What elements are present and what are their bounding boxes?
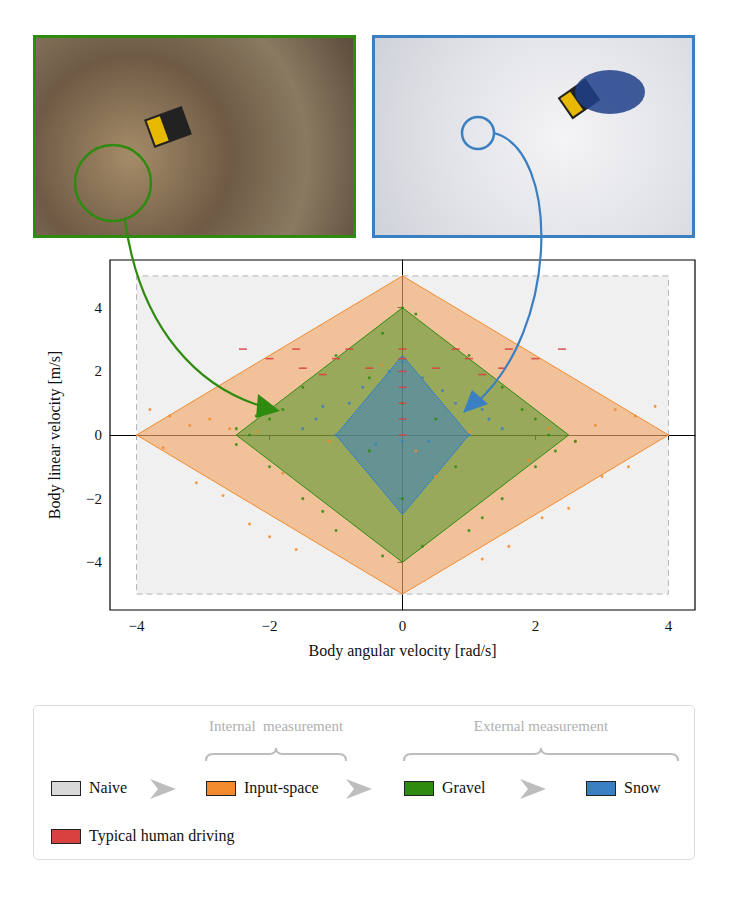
- html-text:Naive: Naive: [89, 779, 128, 796]
- svg-text:−2: −2: [262, 618, 278, 634]
- svg-text:0: 0: [399, 618, 407, 634]
- html-text:Snow: Snow: [624, 779, 661, 796]
- html-text:Gravel: Gravel: [442, 779, 486, 796]
- svg-text:−4: −4: [86, 554, 102, 570]
- html-text:External measurement: External measurement: [473, 718, 609, 734]
- svg-text:Body angular velocity [rad/s]: Body angular velocity [rad/s]: [309, 642, 497, 660]
- html-text:Input-space: Input-space: [244, 779, 319, 796]
- svg-text:2: 2: [532, 618, 540, 634]
- svg-text:2: 2: [95, 363, 103, 379]
- svg-text:−4: −4: [129, 618, 145, 634]
- svg-text:4: 4: [95, 300, 103, 316]
- svg-text:4: 4: [665, 618, 673, 634]
- svg-text:−2: −2: [86, 491, 102, 507]
- svg-text:Body linear velocity [m/s]: Body linear velocity [m/s]: [46, 351, 64, 519]
- svg-text:0: 0: [95, 427, 103, 443]
- html-text:Typical human driving: Typical human driving: [89, 827, 235, 844]
- html-text:Internal measurement: Internal measurement: [208, 718, 344, 734]
